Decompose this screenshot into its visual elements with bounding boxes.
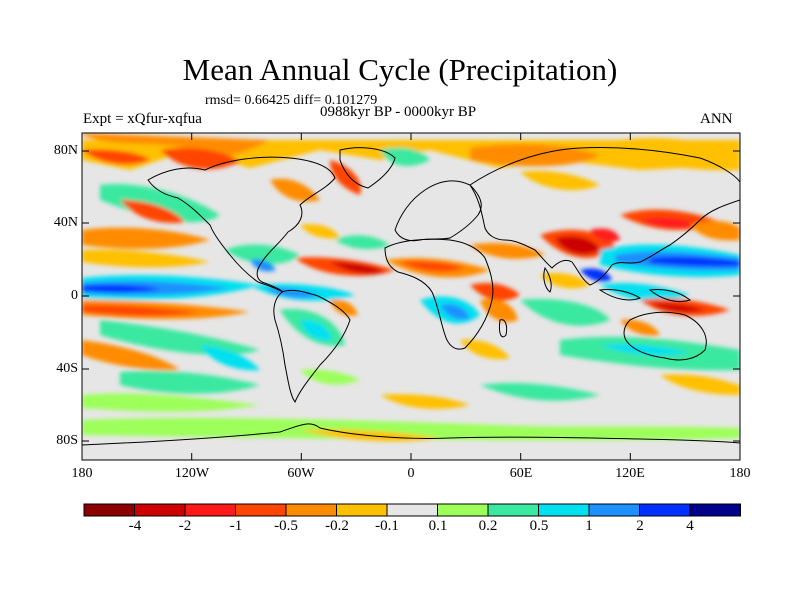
map-title: Mean Annual Cycle (Precipitation) — [182, 52, 618, 87]
colorbar-label: 0.5 — [529, 518, 549, 534]
colorbar-label: -2 — [178, 518, 192, 534]
colorbar-box — [235, 503, 287, 517]
lon-tick-label: 180 — [729, 466, 751, 481]
rmsd-diff-stats: rmsd= 0.66425 diff= 0.101279 — [205, 93, 378, 108]
lat-tick-label: 80N — [53, 143, 78, 158]
colorbar-box — [336, 503, 388, 517]
colorbar-box — [134, 503, 186, 517]
axis-ticks — [82, 133, 740, 460]
colorbar-label: -1 — [229, 518, 243, 534]
period-label: 0988kyr BP - 0000kyr BP — [320, 104, 477, 120]
coastlines — [82, 146, 740, 446]
colorbar-box — [487, 503, 539, 517]
colorbar-label: 0.2 — [478, 518, 498, 534]
colorbar-label: 2 — [636, 518, 644, 534]
colorbar-label: -0.2 — [325, 518, 349, 534]
colorbar-box — [285, 503, 337, 517]
colorbar-label: -4 — [128, 518, 142, 534]
lat-tick-label: 40S — [56, 361, 78, 376]
colorbar-label: -0.1 — [375, 518, 399, 534]
colorbar-label: 4 — [686, 518, 694, 534]
lat-tick-label: 40N — [53, 215, 78, 230]
lat-tick-label: 0 — [71, 288, 78, 303]
colorbar-box — [386, 503, 438, 517]
lon-tick-label: 120E — [615, 466, 645, 481]
colorbar-box — [184, 503, 236, 517]
season-label: ANN — [700, 111, 733, 127]
colorbar-label: 1 — [585, 518, 593, 534]
colorbar-label: 0.1 — [428, 518, 448, 534]
colorbar-box — [689, 503, 741, 517]
lon-tick-label: 120W — [174, 466, 210, 481]
lon-tick-label: 180 — [71, 466, 93, 481]
colorbar-box — [639, 503, 691, 517]
lat-tick-label: 80S — [56, 433, 78, 448]
anomaly-field — [82, 133, 740, 460]
lon-tick-label: 0 — [407, 466, 415, 481]
colorbar-box — [437, 503, 489, 517]
colorbar-box — [538, 503, 590, 517]
colorbar-box — [83, 503, 135, 517]
colorbar-label: -0.5 — [274, 518, 298, 534]
lon-tick-label: 60E — [509, 466, 533, 481]
colorbar-box — [588, 503, 640, 517]
colorbar — [83, 503, 741, 517]
experiment-label: Expt = xQfur-xqfua — [83, 111, 202, 127]
lon-tick-label: 60W — [287, 466, 315, 481]
